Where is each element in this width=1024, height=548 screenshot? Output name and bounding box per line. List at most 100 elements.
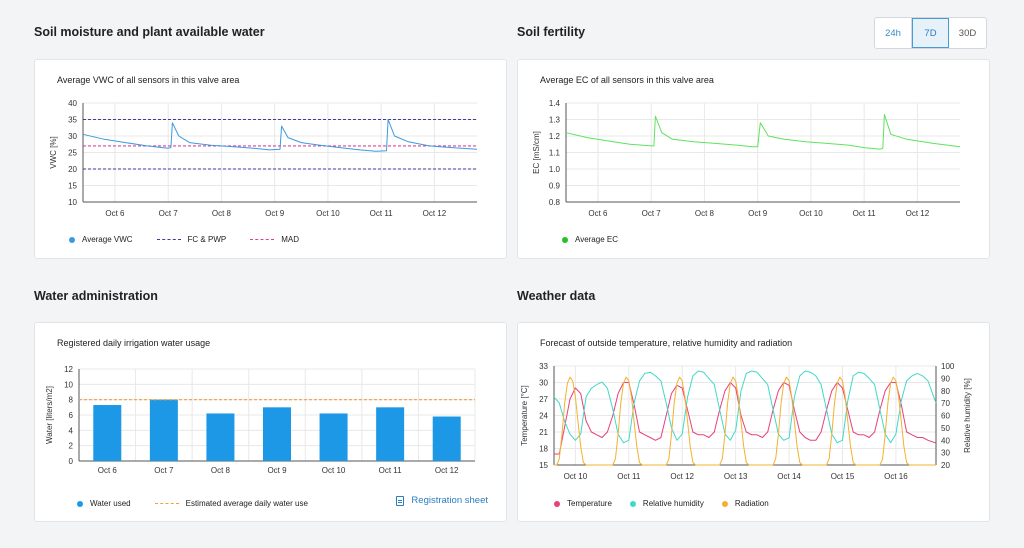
x-tick-label: Oct 10 bbox=[316, 209, 340, 218]
fertility-card-title: Average EC of all sensors in this valve … bbox=[540, 75, 714, 85]
x-tick-label: Oct 10 bbox=[322, 466, 346, 475]
legend-dot-icon bbox=[77, 500, 83, 507]
y-axis-label: VWC [%] bbox=[49, 136, 58, 168]
legend-radiation[interactable]: Radiation bbox=[721, 499, 769, 508]
legend-label: Average VWC bbox=[82, 235, 133, 244]
bar bbox=[432, 416, 461, 461]
x-tick-label: Oct 8 bbox=[695, 209, 715, 218]
y-tick-label: 40 bbox=[68, 99, 77, 108]
y-tick-label-right: 30 bbox=[941, 449, 950, 458]
bar bbox=[206, 413, 235, 461]
registration-sheet-link[interactable]: Registration sheet bbox=[396, 495, 488, 506]
y-tick-label: 15 bbox=[68, 182, 77, 191]
y-tick-label-right: 50 bbox=[941, 424, 950, 433]
legend-label: Radiation bbox=[734, 499, 769, 508]
x-tick-label: Oct 7 bbox=[642, 209, 662, 218]
x-tick-label: Oct 8 bbox=[212, 209, 232, 218]
x-tick-label: Oct 10 bbox=[564, 472, 588, 481]
legend-water-used[interactable]: Water used bbox=[77, 499, 131, 508]
y-tick-label: 1.1 bbox=[549, 149, 561, 158]
y-tick-label-right: 80 bbox=[941, 387, 950, 396]
x-tick-label: Oct 11 bbox=[379, 466, 403, 475]
x-tick-label: Oct 14 bbox=[777, 472, 801, 481]
radiation-series bbox=[554, 376, 936, 466]
x-tick-label: Oct 15 bbox=[831, 472, 855, 481]
legend-fc-pwp[interactable]: FC & PWP bbox=[156, 235, 227, 244]
fertility-legend: Average EC bbox=[562, 235, 636, 244]
y-tick-label: 1.2 bbox=[549, 132, 561, 141]
y-tick-label: 30 bbox=[539, 379, 548, 388]
weather-section-title: Weather data bbox=[517, 289, 596, 303]
water-card: Registered daily irrigation water usage … bbox=[34, 322, 507, 522]
x-tick-label: Oct 8 bbox=[211, 466, 231, 475]
y-tick-label-right: 100 bbox=[941, 362, 955, 371]
moisture-card: Average VWC of all sensors in this valve… bbox=[34, 59, 507, 259]
x-tick-label: Oct 9 bbox=[267, 466, 287, 475]
legend-average-vwc[interactable]: Average VWC bbox=[69, 235, 133, 244]
time-range-selector: 24h 7D 30D bbox=[874, 17, 987, 49]
range-7d-button[interactable]: 7D bbox=[912, 18, 949, 48]
y-tick-label: 0.8 bbox=[549, 198, 561, 207]
x-tick-label: Oct 11 bbox=[853, 209, 877, 218]
weather-chart: 15 18 21 24 27 30 33 Oct 10 Oct 11 Oct 12 Oct 13 Oc… bbox=[520, 362, 972, 481]
moisture-card-title: Average VWC of all sensors in this valve… bbox=[57, 75, 240, 85]
legend-temperature[interactable]: Temperature bbox=[554, 499, 612, 508]
y-tick-label: 8 bbox=[69, 396, 74, 405]
legend-estimated-use[interactable]: Estimated average daily water use bbox=[154, 499, 308, 508]
y-tick-label: 12 bbox=[64, 365, 73, 374]
x-tick-label: Oct 12 bbox=[435, 466, 459, 475]
y-tick-label: 21 bbox=[539, 428, 548, 437]
legend-dash-icon bbox=[156, 239, 181, 240]
bar bbox=[149, 399, 178, 461]
x-tick-label: Oct 9 bbox=[748, 209, 768, 218]
average-ec-series bbox=[565, 114, 961, 150]
x-tick-label: Oct 7 bbox=[159, 209, 179, 218]
temperature-series bbox=[554, 382, 937, 455]
x-tick-label: Oct 6 bbox=[98, 466, 118, 475]
legend-humidity[interactable]: Relative humidity bbox=[629, 499, 704, 508]
weather-card: Forecast of outside temperature, relativ… bbox=[517, 322, 990, 522]
y-tick-label: 10 bbox=[68, 198, 77, 207]
range-30d-button[interactable]: 30D bbox=[958, 27, 977, 39]
moisture-legend: Average VWC FC & PWP MAD bbox=[69, 235, 317, 244]
legend-label: Temperature bbox=[567, 499, 612, 508]
x-tick-label: Oct 11 bbox=[617, 472, 641, 481]
weather-legend: Temperature Relative humidity Radiation bbox=[554, 499, 787, 508]
x-tick-label: Oct 12 bbox=[670, 472, 694, 481]
x-tick-label: Oct 11 bbox=[370, 209, 394, 218]
x-tick-label: Oct 9 bbox=[265, 209, 285, 218]
y-tick-label-right: 20 bbox=[941, 461, 950, 470]
bar bbox=[93, 405, 122, 461]
water-section-title: Water administration bbox=[34, 289, 158, 303]
weather-card-title: Forecast of outside temperature, relativ… bbox=[540, 338, 793, 348]
legend-dot-icon bbox=[554, 500, 560, 507]
y-tick-label-right: 70 bbox=[941, 399, 950, 408]
legend-dot-icon bbox=[629, 500, 636, 507]
legend-label: Estimated average daily water use bbox=[185, 499, 308, 508]
x-tick-label: Oct 7 bbox=[154, 466, 174, 475]
ec-chart: 0.8 0.9 1.0 1.1 1.2 1.3 1.4 Oct 6 Oct 7 Oct 8 Oct … bbox=[532, 99, 961, 218]
x-tick-label: Oct 13 bbox=[724, 472, 748, 481]
legend-label: Water used bbox=[90, 499, 131, 508]
y-tick-label: 1.0 bbox=[549, 165, 561, 174]
document-icon bbox=[396, 495, 405, 506]
fertility-section-title: Soil fertility bbox=[517, 25, 586, 39]
legend-dot-icon bbox=[69, 236, 75, 243]
y-tick-label: 18 bbox=[539, 445, 548, 454]
legend-label: Relative humidity bbox=[642, 499, 704, 508]
y-axis-label-right: Relative humidity [%] bbox=[963, 378, 972, 453]
y-tick-label: 4 bbox=[69, 426, 74, 435]
legend-mad[interactable]: MAD bbox=[250, 235, 299, 244]
y-tick-label: 25 bbox=[68, 149, 77, 158]
legend-label: Average EC bbox=[575, 235, 618, 244]
range-24h-button[interactable]: 24h bbox=[875, 18, 912, 48]
y-tick-label: 33 bbox=[539, 362, 548, 371]
water-usage-chart: 0 2 4 6 8 10 12 Oct 6 Oct 7 Oct 8 Oct 9 Oct 10 Oct 1… bbox=[45, 365, 476, 475]
water-legend: Water used Estimated average daily water… bbox=[77, 499, 326, 508]
x-tick-label: Oct 16 bbox=[884, 472, 908, 481]
y-axis-label: Temperature [°C] bbox=[520, 385, 529, 446]
legend-average-ec[interactable]: Average EC bbox=[562, 235, 618, 244]
bar bbox=[376, 407, 405, 461]
moisture-section-title: Soil moisture and plant available water bbox=[34, 25, 265, 39]
legend-label: FC & PWP bbox=[187, 235, 227, 244]
